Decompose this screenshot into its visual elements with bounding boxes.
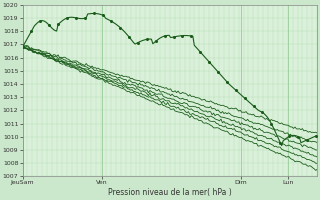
X-axis label: Pression niveau de la mer( hPa ): Pression niveau de la mer( hPa ) (108, 188, 232, 197)
